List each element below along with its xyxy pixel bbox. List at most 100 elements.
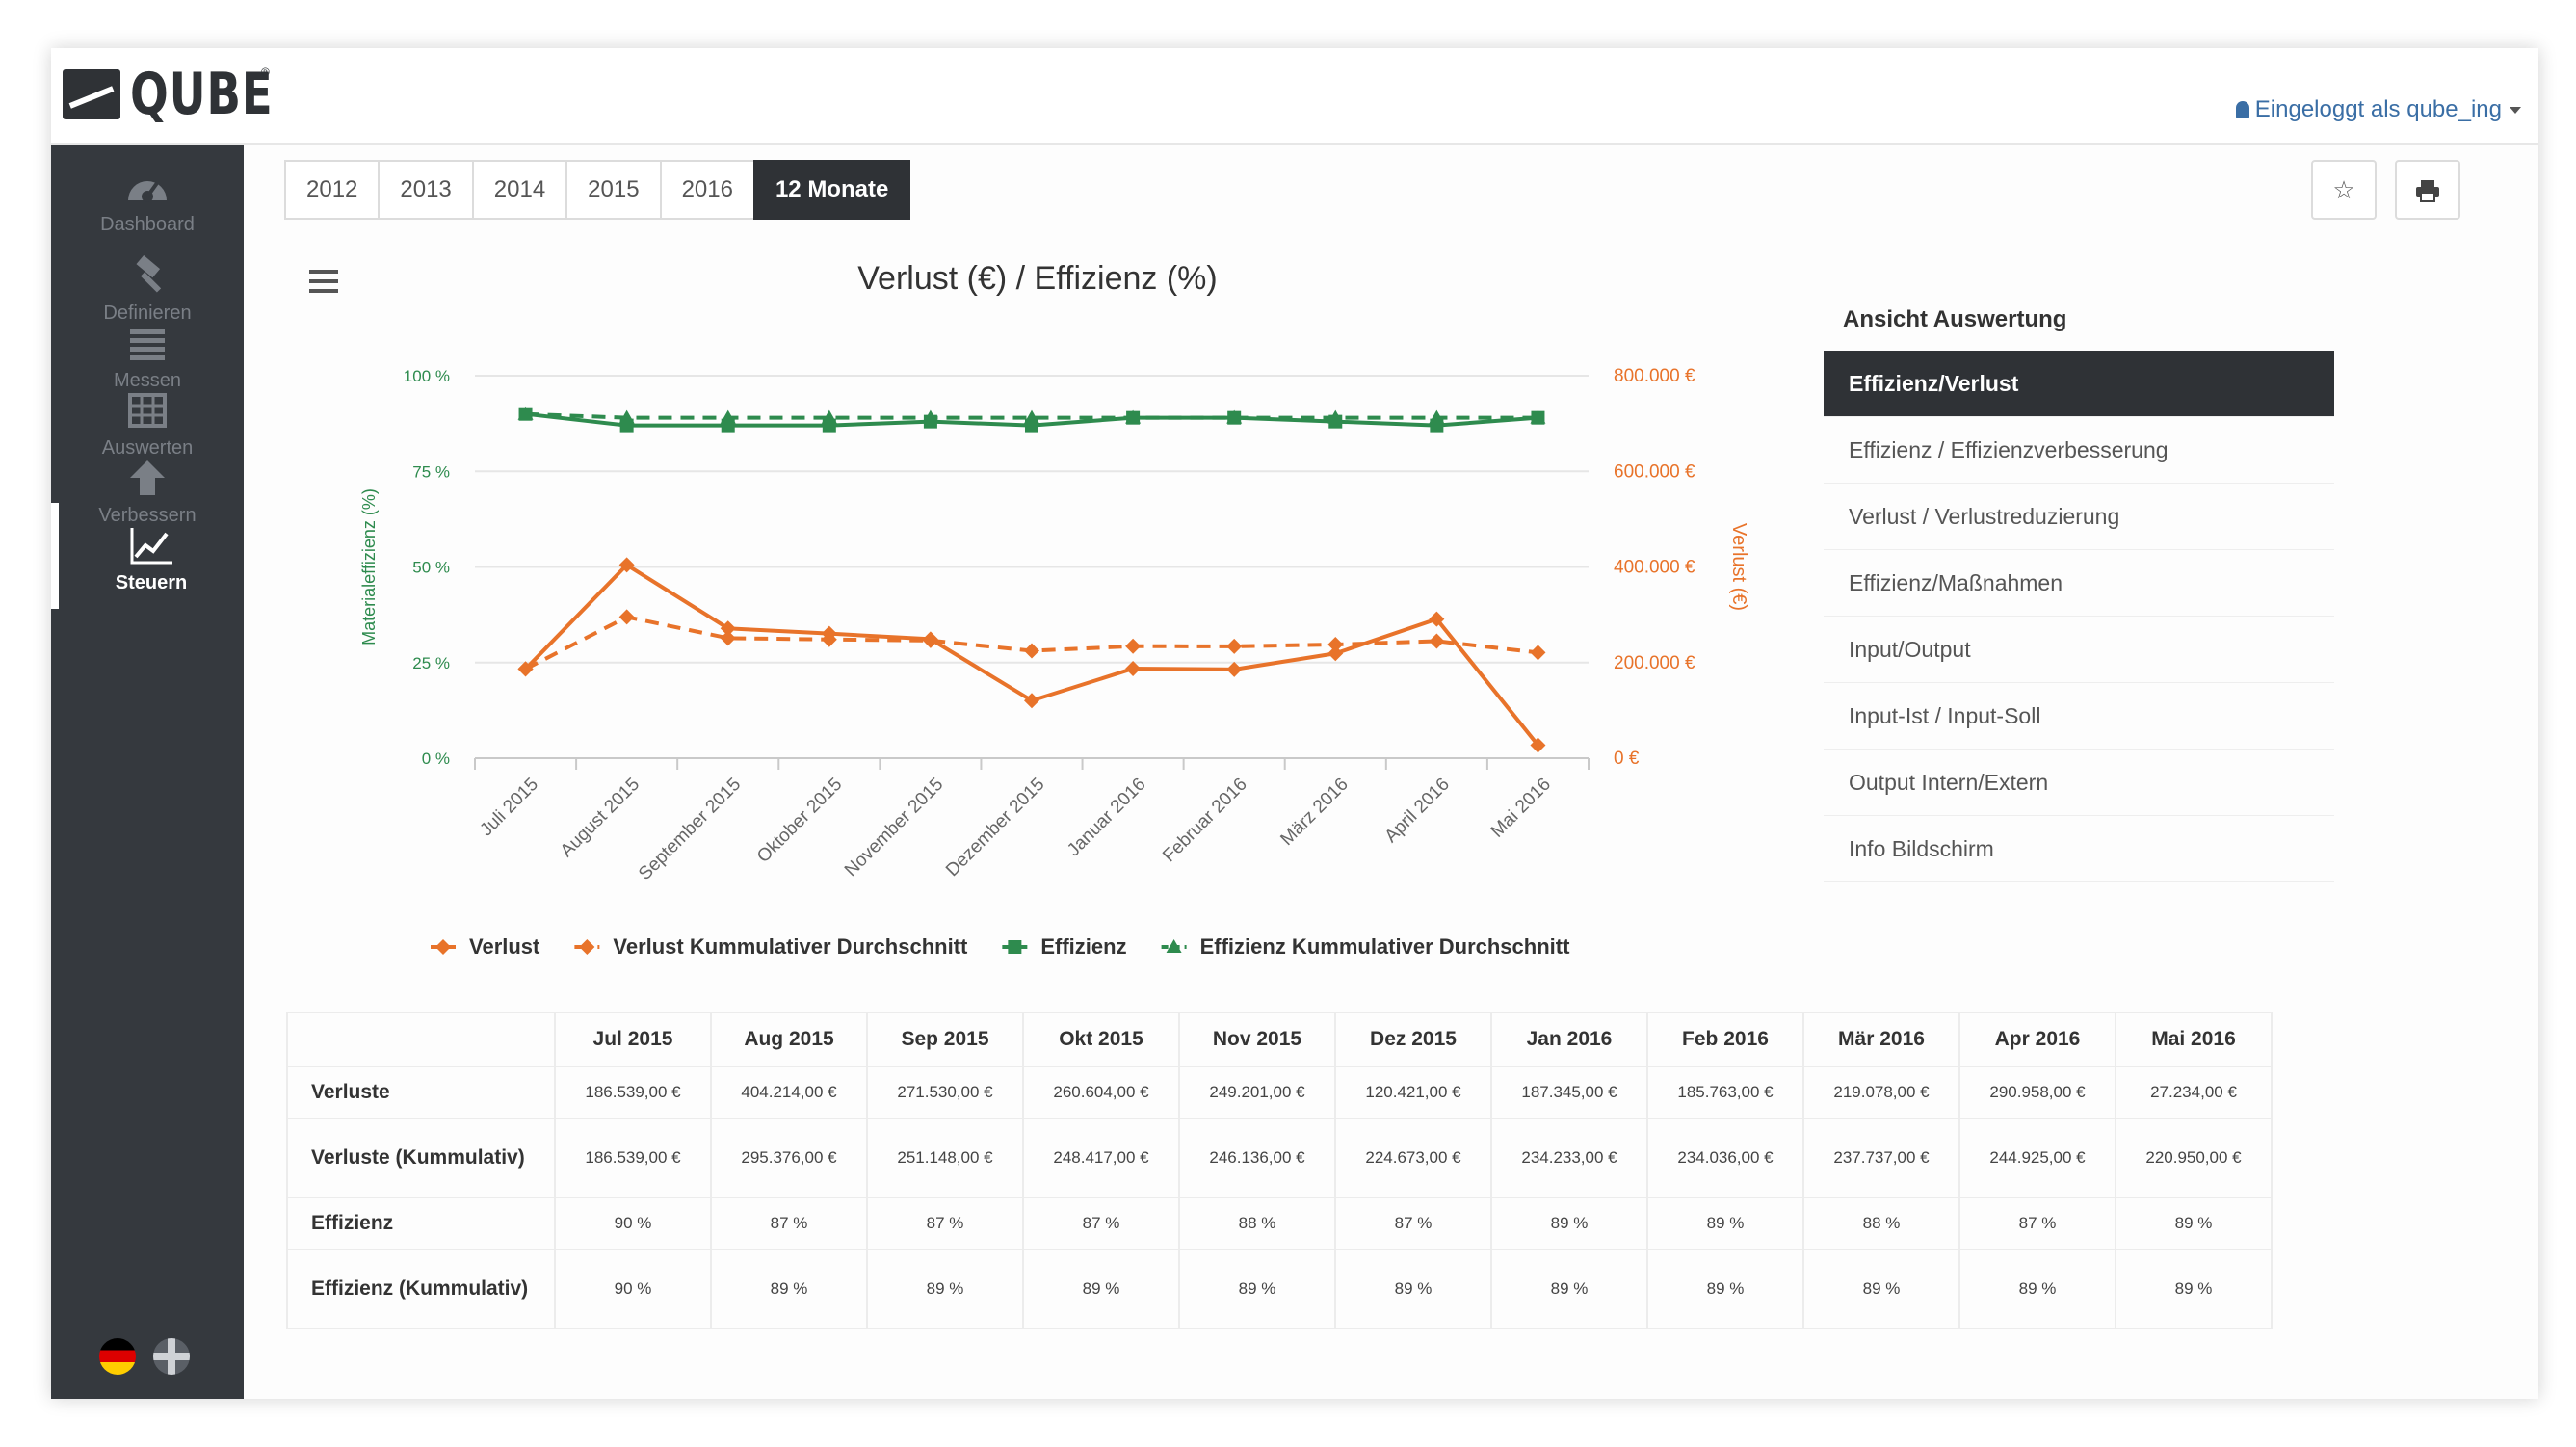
x-tick-label: März 2016 bbox=[1276, 775, 1352, 850]
table-cell: 271.530,00 € bbox=[866, 1066, 1024, 1119]
table-row: Effizienz (Kummulativ) 90 % 89 % 89 % 89 % 89… bbox=[286, 1249, 2273, 1329]
view-option-3[interactable]: Effizienz/Maßnahmen bbox=[1824, 550, 2334, 617]
data-point bbox=[517, 661, 534, 677]
view-option-1[interactable]: Effizienz / Effizienzverbesserung bbox=[1824, 417, 2334, 484]
data-point bbox=[1530, 737, 1546, 753]
print-icon bbox=[2416, 180, 2439, 202]
table-cell: 244.925,00 € bbox=[1958, 1118, 2116, 1198]
table-cell: 27.234,00 € bbox=[2115, 1066, 2273, 1119]
tab-2014[interactable]: 2014 bbox=[471, 160, 568, 220]
user-menu[interactable]: Eingeloggt als qube_ing bbox=[2235, 96, 2521, 123]
y-left-axis-label: Materialeffizienz (%) bbox=[359, 488, 379, 645]
sidebar-item-verbessern[interactable]: Verbessern bbox=[51, 435, 244, 541]
sidebar-item-auswerten[interactable]: Auswerten bbox=[51, 368, 244, 474]
sidebar-item-dashboard[interactable]: Dashboard bbox=[51, 145, 244, 250]
uk-flag-icon[interactable] bbox=[153, 1338, 190, 1375]
column-header: Nov 2015 bbox=[1178, 1012, 1336, 1067]
print-button[interactable] bbox=[2395, 160, 2460, 220]
data-point bbox=[1125, 638, 1142, 654]
tab-12-monate[interactable]: 12 Monate bbox=[752, 160, 911, 220]
x-tick-label: April 2016 bbox=[1381, 775, 1454, 847]
view-option-4[interactable]: Input/Output bbox=[1824, 617, 2334, 683]
row-header: Effizienz (Kummulativ) bbox=[286, 1249, 556, 1329]
table-icon bbox=[128, 393, 167, 428]
column-header: Dez 2015 bbox=[1334, 1012, 1492, 1067]
legend-item[interactable]: Effizienz bbox=[1040, 934, 1126, 959]
x-tick-label: August 2015 bbox=[557, 775, 644, 861]
y-right-tick-label: 400.000 € bbox=[1614, 558, 1695, 578]
table-cell: 404.214,00 € bbox=[710, 1066, 868, 1119]
list-icon bbox=[130, 329, 165, 360]
column-header: Mär 2016 bbox=[1802, 1012, 1960, 1067]
y-right-tick-label: 200.000 € bbox=[1614, 653, 1695, 673]
y-left-tick-label: 50 % bbox=[412, 559, 450, 577]
data-point bbox=[1530, 645, 1546, 661]
table-cell: 88 % bbox=[1178, 1197, 1336, 1250]
tab-2016[interactable]: 2016 bbox=[659, 160, 755, 220]
table-row: Verluste (Kummulativ) 186.539,00 €295.376… bbox=[286, 1118, 2273, 1198]
table-cell: 220.950,00 € bbox=[2115, 1118, 2273, 1198]
data-point bbox=[1226, 661, 1243, 677]
qube-logo[interactable]: QUBE ® bbox=[63, 61, 313, 128]
table-row: Effizienz 90 % 87 % 87 % 87 % 88 % 87 % 89 % 89 … bbox=[286, 1197, 2273, 1250]
sidebar-label: Auswerten bbox=[101, 437, 194, 459]
german-flag-icon[interactable] bbox=[99, 1338, 136, 1375]
sidebar-item-messen[interactable]: Messen bbox=[51, 301, 244, 407]
data-point bbox=[1125, 661, 1142, 677]
data-point bbox=[1328, 414, 1343, 429]
language-switcher bbox=[99, 1338, 190, 1375]
legend-item[interactable]: Verlust Kummulativer Durchschnitt bbox=[613, 934, 968, 959]
sidebar-label: Definieren bbox=[103, 303, 192, 324]
tab-2013[interactable]: 2013 bbox=[378, 160, 474, 220]
legend-marker-icon bbox=[1166, 939, 1182, 953]
legend-marker-icon bbox=[579, 939, 595, 955]
table-cell: 120.421,00 € bbox=[1334, 1066, 1492, 1119]
legend-item[interactable]: Verlust bbox=[469, 934, 540, 959]
data-table: Jul 2015 Aug 2015 Sep 2015 Okt 2015 Nov 2015… bbox=[286, 1012, 2273, 1329]
chart-menu-icon[interactable] bbox=[309, 270, 338, 295]
table-cell: 260.604,00 € bbox=[1022, 1066, 1180, 1119]
view-option-0[interactable]: Effizienz/Verlust bbox=[1824, 351, 2334, 417]
view-option-6[interactable]: Output Intern/Extern bbox=[1824, 750, 2334, 816]
table-cell: 185.763,00 € bbox=[1646, 1066, 1804, 1119]
favorite-button[interactable]: ☆ bbox=[2311, 160, 2377, 220]
table-cell: 89 % bbox=[1958, 1249, 2116, 1329]
table-cell: 87 % bbox=[1958, 1197, 2116, 1250]
table-cell: 89 % bbox=[1334, 1249, 1492, 1329]
column-header: Okt 2015 bbox=[1022, 1012, 1180, 1067]
data-point bbox=[720, 620, 736, 637]
table-cell: 224.673,00 € bbox=[1334, 1118, 1492, 1198]
y-right-axis-label: Verlust (€) bbox=[1728, 523, 1749, 611]
data-point bbox=[1126, 410, 1141, 425]
y-right-tick-label: 600.000 € bbox=[1614, 461, 1695, 482]
tab-2012[interactable]: 2012 bbox=[284, 160, 381, 220]
dashboard-gauge-icon bbox=[128, 181, 167, 202]
view-option-7[interactable]: Info Bildschirm bbox=[1824, 816, 2334, 882]
data-point bbox=[1226, 638, 1243, 654]
chart-svg: 0 % 25 % 50 % 75 % 100 % 0 € 200.000 € 400.000 … bbox=[359, 366, 1749, 959]
star-icon: ☆ bbox=[2332, 175, 2355, 204]
sidebar-item-definieren[interactable]: Definieren bbox=[51, 233, 244, 339]
data-point bbox=[518, 407, 533, 421]
tab-2015[interactable]: 2015 bbox=[565, 160, 662, 220]
data-point bbox=[618, 557, 635, 573]
legend-item[interactable]: Effizienz Kummulativer Durchschnitt bbox=[1200, 934, 1571, 959]
legend-marker-icon bbox=[435, 939, 451, 955]
data-point bbox=[821, 625, 837, 642]
data-point bbox=[1429, 633, 1445, 649]
data-point bbox=[922, 631, 938, 647]
view-option-5[interactable]: Input-Ist / Input-Soll bbox=[1824, 683, 2334, 750]
x-tick-label: Februar 2016 bbox=[1159, 775, 1251, 867]
x-tick-label: September 2015 bbox=[635, 775, 745, 884]
sidebar-item-steuern[interactable]: Steuern bbox=[51, 503, 244, 609]
x-tick-label: Januar 2016 bbox=[1064, 775, 1150, 861]
data-point bbox=[1327, 637, 1344, 653]
view-option-2[interactable]: Verlust / Verlustreduzierung bbox=[1824, 484, 2334, 550]
column-header: Apr 2016 bbox=[1958, 1012, 2116, 1067]
table-row: Verluste 186.539,00 €404.214,00 €271.530,… bbox=[286, 1066, 2273, 1119]
row-header: Verluste bbox=[286, 1066, 556, 1119]
caret-down-icon bbox=[2510, 107, 2521, 114]
table-cell: 246.136,00 € bbox=[1178, 1118, 1336, 1198]
table-cell: 89 % bbox=[1022, 1249, 1180, 1329]
y-left-tick-label: 75 % bbox=[412, 462, 450, 481]
